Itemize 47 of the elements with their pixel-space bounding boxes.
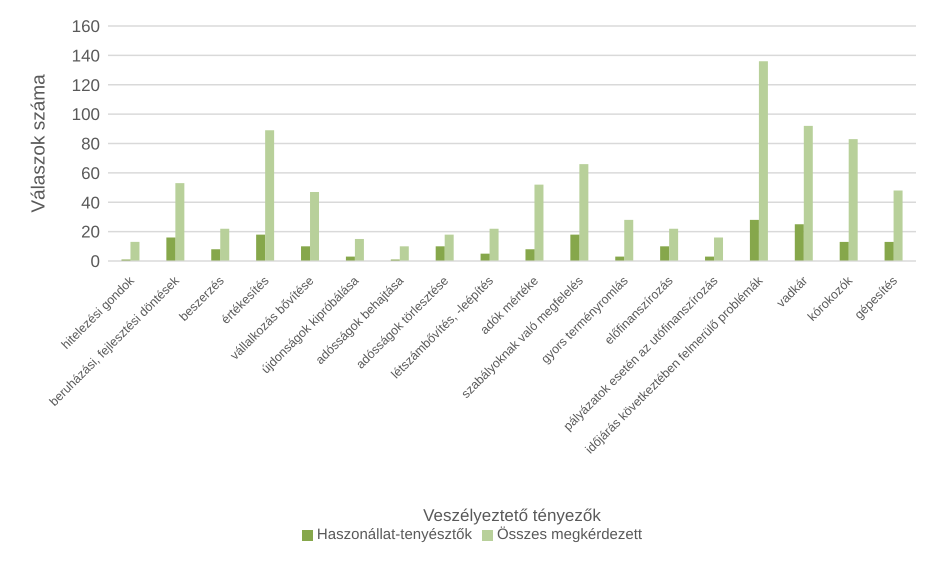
bar [804,126,813,261]
bar [525,249,534,261]
y-tick-label: 20 [81,222,100,242]
bar [848,139,858,261]
bar [624,220,634,261]
x-axis-title: Veszélyeztető tényezők [423,506,602,525]
bar [265,130,274,261]
bar [211,249,220,261]
bar [400,246,409,261]
y-tick-label: 160 [72,17,100,36]
bar [615,256,624,261]
y-tick-label: 140 [72,46,100,66]
bar [444,234,454,261]
legend-label: Összes megkérdezett [497,526,642,543]
y-tick-label: 80 [81,134,100,154]
bar [130,242,140,261]
bar [301,246,310,261]
bar [705,256,714,261]
bar [354,238,364,261]
bar [840,242,849,261]
bar [256,234,266,261]
bar [579,164,588,261]
bar [660,246,670,261]
y-tick-label: 120 [72,76,100,95]
bar [166,238,176,261]
legend-label: Haszonállat-tenyésztők [316,526,472,543]
bar [436,246,445,261]
y-axis-title: Válaszok száma [28,74,50,213]
bar [714,238,724,261]
bar [884,242,894,261]
bar [346,256,355,261]
bar [480,254,490,261]
y-tick-label: 0 [90,252,100,272]
bar [794,224,804,261]
bar [758,61,768,261]
bar [669,228,678,261]
bar [750,220,759,261]
bar [894,190,903,261]
y-tick-label: 60 [81,164,100,183]
y-tick-label: 100 [72,105,100,124]
bar [310,192,320,261]
bar [570,234,580,261]
bar [220,228,230,261]
bar [490,228,499,261]
bar [175,183,184,261]
bar [534,184,544,261]
y-tick-label: 40 [81,193,100,212]
